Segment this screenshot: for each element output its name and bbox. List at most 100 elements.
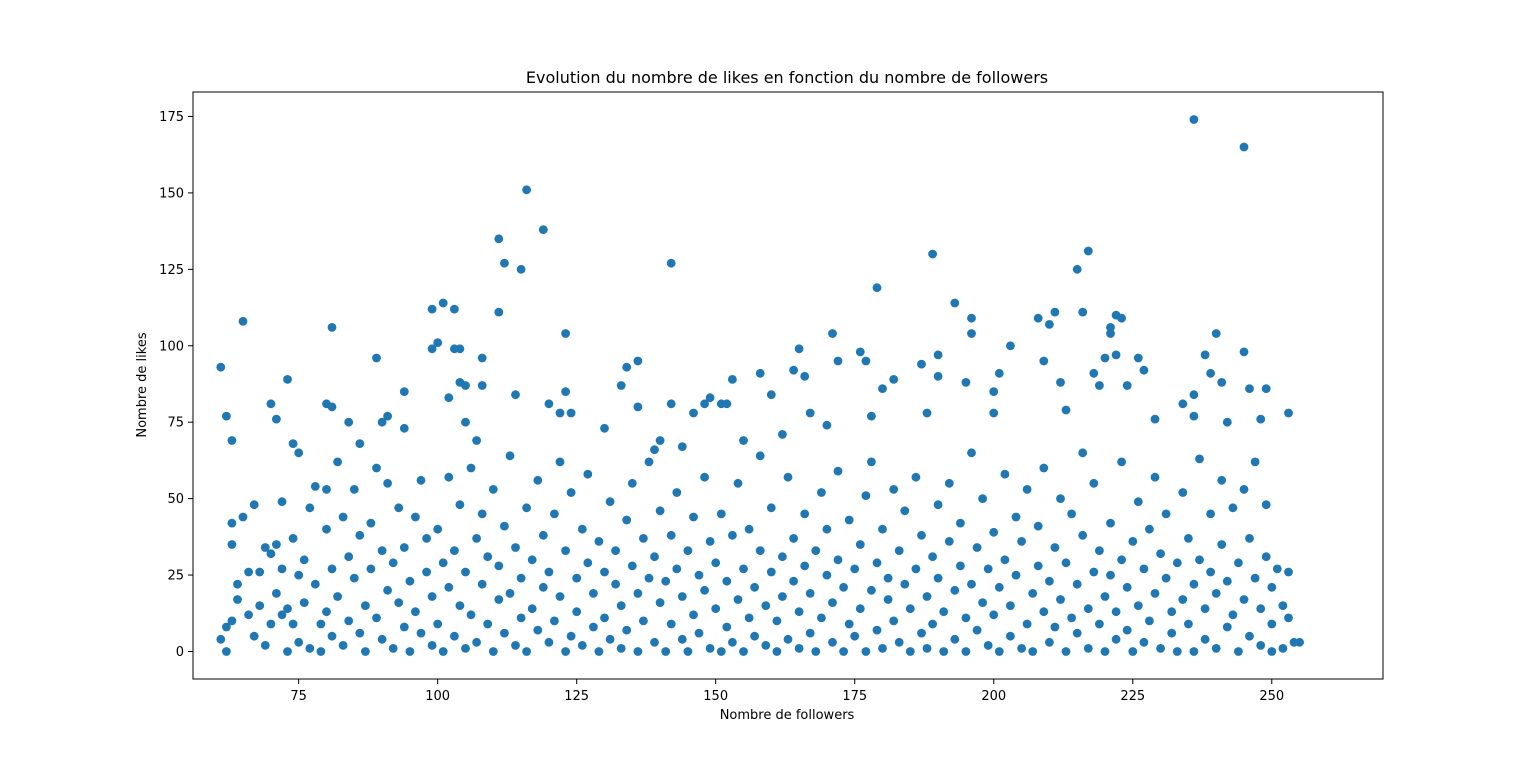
scatter-point (472, 436, 481, 445)
scatter-point (605, 634, 615, 644)
scatter-point (666, 619, 676, 629)
scatter-point (349, 573, 359, 583)
scatter-point (1106, 323, 1115, 332)
scatter-point (272, 589, 281, 598)
scatter-point (1122, 625, 1132, 635)
scatter-point (299, 598, 309, 607)
scatter-point (233, 579, 242, 589)
scatter-point (310, 579, 320, 589)
scatter-point (744, 613, 754, 623)
scatter-point (1089, 567, 1099, 577)
scatter-point (933, 350, 943, 360)
scatter-point (1239, 595, 1249, 604)
scatter-point (844, 619, 854, 629)
scatter-point (472, 637, 481, 647)
scatter-point (639, 534, 648, 543)
scatter-point (249, 631, 259, 641)
scatter-point (739, 564, 748, 574)
scatter-point (1239, 485, 1249, 494)
scatter-point (1284, 408, 1293, 418)
scatter-point (555, 457, 565, 467)
scatter-point (1078, 448, 1088, 458)
scatter-point (1122, 381, 1132, 390)
scatter-point (1189, 647, 1199, 656)
y-tick-label: 125 (159, 263, 184, 278)
scatter-point (622, 362, 632, 372)
scatter-point (627, 478, 637, 488)
scatter-point (622, 515, 632, 525)
scatter-point (677, 442, 687, 451)
scatter-point (1061, 405, 1071, 415)
scatter-point (722, 622, 732, 632)
scatter-point (933, 371, 943, 381)
scatter-point (422, 567, 431, 577)
scatter-point (1111, 634, 1121, 644)
scatter-point (828, 598, 837, 607)
scatter-point (872, 558, 882, 568)
scatter-point (516, 613, 526, 623)
scatter-point (272, 540, 281, 549)
scatter-point (1106, 329, 1115, 338)
scatter-point (766, 503, 776, 513)
scatter-point (327, 631, 337, 641)
scatter-point (894, 637, 904, 647)
scatter-point (488, 485, 498, 494)
scatter-point (1206, 567, 1215, 577)
scatter-point (616, 601, 626, 610)
scatter-point (511, 543, 520, 552)
scatter-point (1133, 353, 1143, 363)
scatter-point (1072, 264, 1082, 274)
scatter-point (333, 592, 342, 601)
scatter-point (994, 582, 1004, 592)
scatter-point (989, 610, 999, 620)
scatter-point (822, 420, 832, 430)
scatter-point (883, 573, 893, 583)
scatter-point (1045, 320, 1054, 329)
scatter-point (322, 524, 331, 534)
scatter-point (344, 616, 354, 626)
scatter-point (383, 411, 392, 421)
scatter-point (438, 558, 448, 568)
scatter-point (1284, 567, 1293, 577)
scatter-point (399, 543, 409, 552)
scatter-point (1200, 634, 1210, 644)
x-tick-label: 150 (703, 689, 728, 704)
plot-frame (192, 91, 1384, 680)
scatter-point (433, 619, 443, 629)
scatter-point (689, 512, 698, 522)
x-tick-label: 225 (1120, 689, 1145, 704)
scatter-point (728, 637, 737, 647)
scatter-point (644, 573, 654, 583)
scatter-point (705, 537, 715, 546)
scatter-point (299, 555, 309, 565)
scatter-point (266, 619, 276, 629)
scatter-point (850, 631, 860, 641)
scatter-point (394, 598, 404, 607)
scatter-point (833, 356, 843, 366)
scatter-point (249, 500, 259, 510)
scatter-point (789, 576, 798, 586)
scatter-point (722, 576, 732, 586)
scatter-point (1100, 353, 1110, 363)
scatter-point (1072, 628, 1082, 638)
scatter-point (1106, 518, 1115, 528)
scatter-point (944, 537, 954, 546)
scatter-point (494, 595, 504, 604)
scatter-point (789, 365, 798, 375)
scatter-point (466, 463, 476, 473)
scatter-point (878, 644, 887, 653)
scatter-point (349, 485, 359, 494)
scatter-point (1039, 607, 1049, 617)
scatter-point (944, 478, 954, 488)
scatter-point (1083, 246, 1093, 256)
scatter-point (555, 408, 565, 418)
scatter-point (828, 329, 837, 338)
scatter-point (1272, 564, 1282, 574)
scatter-point (1111, 350, 1121, 360)
scatter-point (839, 647, 848, 656)
scatter-point (327, 402, 337, 412)
scatter-point (1267, 582, 1277, 592)
scatter-point (1011, 512, 1021, 522)
scatter-point (288, 439, 298, 448)
scatter-point (1000, 469, 1010, 479)
